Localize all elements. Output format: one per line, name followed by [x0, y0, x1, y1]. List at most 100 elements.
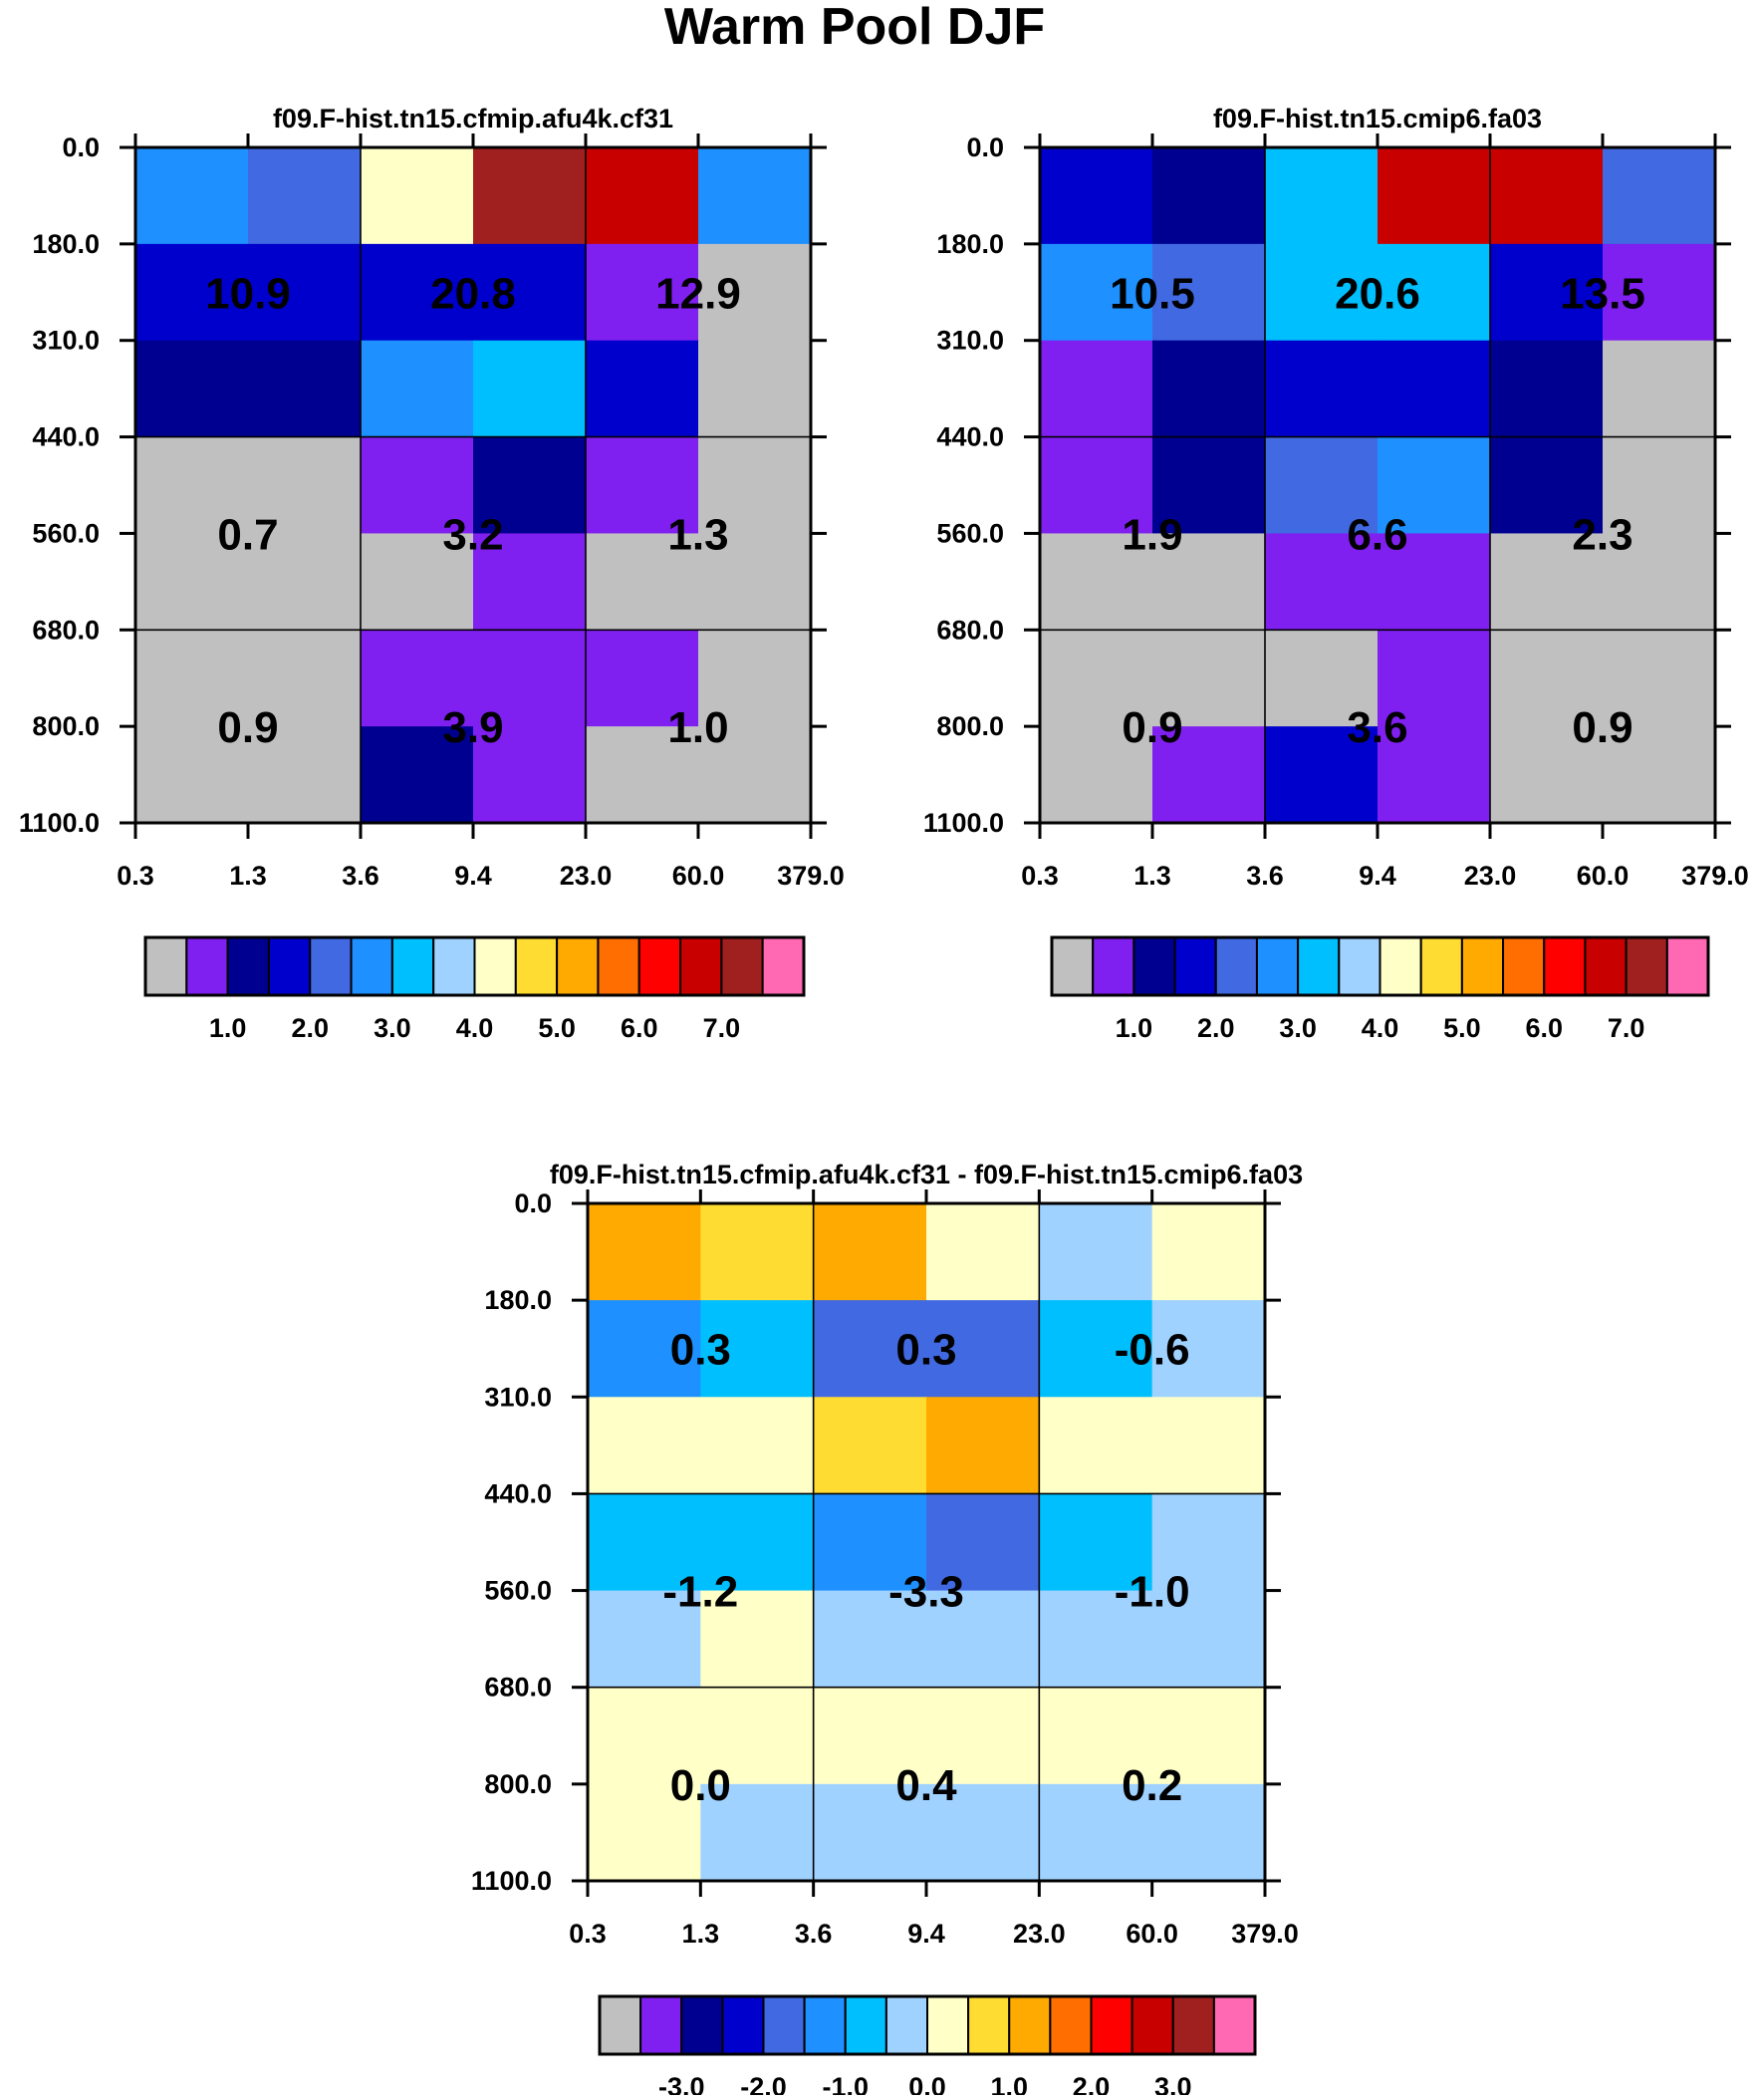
y-tick-label: 310.0 [484, 1382, 552, 1412]
heatmap-cell [1151, 1203, 1266, 1301]
heatmap-cell [700, 1783, 815, 1882]
colorbar-swatch [1584, 936, 1628, 996]
heatmap-cell [361, 147, 474, 245]
heatmap-cell [473, 726, 587, 824]
colorbar-swatch [1379, 936, 1422, 996]
group-value-label: 0.2 [1122, 1761, 1182, 1810]
heatmap-cell [135, 630, 249, 727]
colorbar-swatch [761, 936, 805, 996]
colorbar-swatch [226, 936, 270, 996]
colorbar-swatch [1214, 936, 1258, 996]
colorbar-swatch [144, 936, 188, 996]
heatmap-cell [1265, 630, 1379, 727]
heatmap-cell [1603, 726, 1716, 824]
panel-title: f09.F-hist.tn15.cfmip.afu4k.cf31 - f09.F… [550, 1160, 1303, 1189]
heatmap-cell [588, 1783, 701, 1882]
heatmap-cell [1378, 243, 1491, 342]
heatmap-cell [1265, 243, 1379, 342]
heatmap-cell [588, 1493, 701, 1592]
colorbar-swatch [1665, 936, 1709, 996]
x-tick-label: 1.3 [229, 861, 267, 891]
heatmap-cell [698, 147, 812, 245]
heatmap-cell [1378, 533, 1491, 631]
y-tick-label: 180.0 [484, 1285, 552, 1315]
heatmap-cell [1378, 436, 1491, 535]
colorbar-frame [1050, 935, 1710, 997]
colorbar-swatch [637, 936, 682, 996]
heatmap-cell [1265, 340, 1379, 438]
heatmap-cell [1151, 1300, 1266, 1398]
x-tick-label: 3.6 [342, 861, 379, 891]
y-tick-label: 180.0 [936, 229, 1004, 259]
group-value-label: 0.7 [217, 510, 278, 559]
group-value-label: -0.6 [1115, 1326, 1190, 1375]
heatmap-cell [586, 436, 699, 535]
colorbar-swatch [679, 936, 723, 996]
group-value-label: 20.6 [1335, 269, 1420, 318]
y-tick-label: 800.0 [936, 711, 1004, 741]
y-tick-label: 0.0 [514, 1188, 552, 1218]
group-value-label: 0.9 [217, 703, 278, 752]
heatmap-cell [1039, 1687, 1153, 1785]
group-value-label: 0.0 [670, 1761, 731, 1810]
colorbar-swatch [1132, 936, 1176, 996]
colorbar-label: 1.0 [990, 2072, 1028, 2095]
x-tick-label: 23.0 [560, 861, 613, 891]
colorbar-swatch [1297, 936, 1341, 996]
heatmap-cell [1152, 147, 1266, 245]
heatmap-cell [813, 1590, 927, 1689]
heatmap-cell [698, 630, 812, 727]
heatmap-cell [248, 726, 362, 824]
colorbar-swatch [639, 1995, 683, 2055]
heatmap-cell [1152, 533, 1266, 631]
x-tick-label: 60.0 [1126, 1919, 1178, 1949]
colorbar-label: 3.0 [1279, 1013, 1317, 1043]
heatmap-cell [1603, 340, 1716, 438]
heatmap-cell [1040, 533, 1153, 631]
x-tick-label: 9.4 [907, 1919, 945, 1949]
heatmap-cell [1265, 533, 1379, 631]
heatmap-cell [813, 1397, 927, 1495]
colorbar-swatch [1173, 936, 1217, 996]
heatmap-cell [813, 1203, 927, 1301]
heatmap-cell [1378, 340, 1491, 438]
heatmap-cell [926, 1783, 1040, 1882]
colorbar-swatch [680, 1995, 724, 2055]
panel-title: f09.F-hist.tn15.cmip6.fa03 [1213, 104, 1542, 133]
y-tick-label: 800.0 [32, 711, 100, 741]
colorbar-swatch [1625, 936, 1668, 996]
group-value-label: 3.2 [442, 510, 503, 559]
group-value-label: 0.9 [1572, 703, 1632, 752]
x-tick-label: 3.6 [795, 1919, 833, 1949]
heatmap-cell [586, 340, 699, 438]
y-tick-label: 180.0 [32, 229, 100, 259]
colorbar-swatch [967, 1995, 1011, 2055]
heatmap-cell [700, 1203, 815, 1301]
colorbar-swatch [1255, 936, 1300, 996]
colorbar-label: 0.0 [908, 2072, 946, 2095]
heatmap-cell [1265, 436, 1379, 535]
colorbar-label: 4.0 [1362, 1013, 1399, 1043]
heatmap-panel-3: f09.F-hist.tn15.cfmip.afu4k.cf31 - f09.F… [471, 1160, 1303, 2100]
x-tick-label: 1.3 [682, 1919, 720, 1949]
colorbar-label: 2.0 [291, 1013, 329, 1043]
colorbar-swatch [1338, 936, 1381, 996]
y-tick-label: 1100.0 [923, 808, 1004, 838]
heatmap-cell [361, 533, 474, 631]
heatmap-cell [1490, 533, 1604, 631]
heatmap-cell [813, 1300, 927, 1398]
colorbar-swatch [1419, 936, 1463, 996]
colorbar-swatch [1092, 936, 1135, 996]
colorbar-label: 1.0 [209, 1013, 247, 1043]
heatmap-cell [473, 436, 587, 535]
colorbar-swatch [556, 936, 600, 996]
colorbar-label: -3.0 [658, 2072, 705, 2095]
heatmap-cell [926, 1687, 1040, 1785]
heatmap-cell [361, 436, 474, 535]
colorbar-label: 7.0 [1608, 1013, 1645, 1043]
heatmap-cell [698, 243, 812, 342]
heatmap-cell [361, 243, 474, 342]
y-tick-label: 800.0 [484, 1769, 552, 1799]
heatmap-cell [361, 340, 474, 438]
heatmap-cell [1040, 630, 1153, 727]
